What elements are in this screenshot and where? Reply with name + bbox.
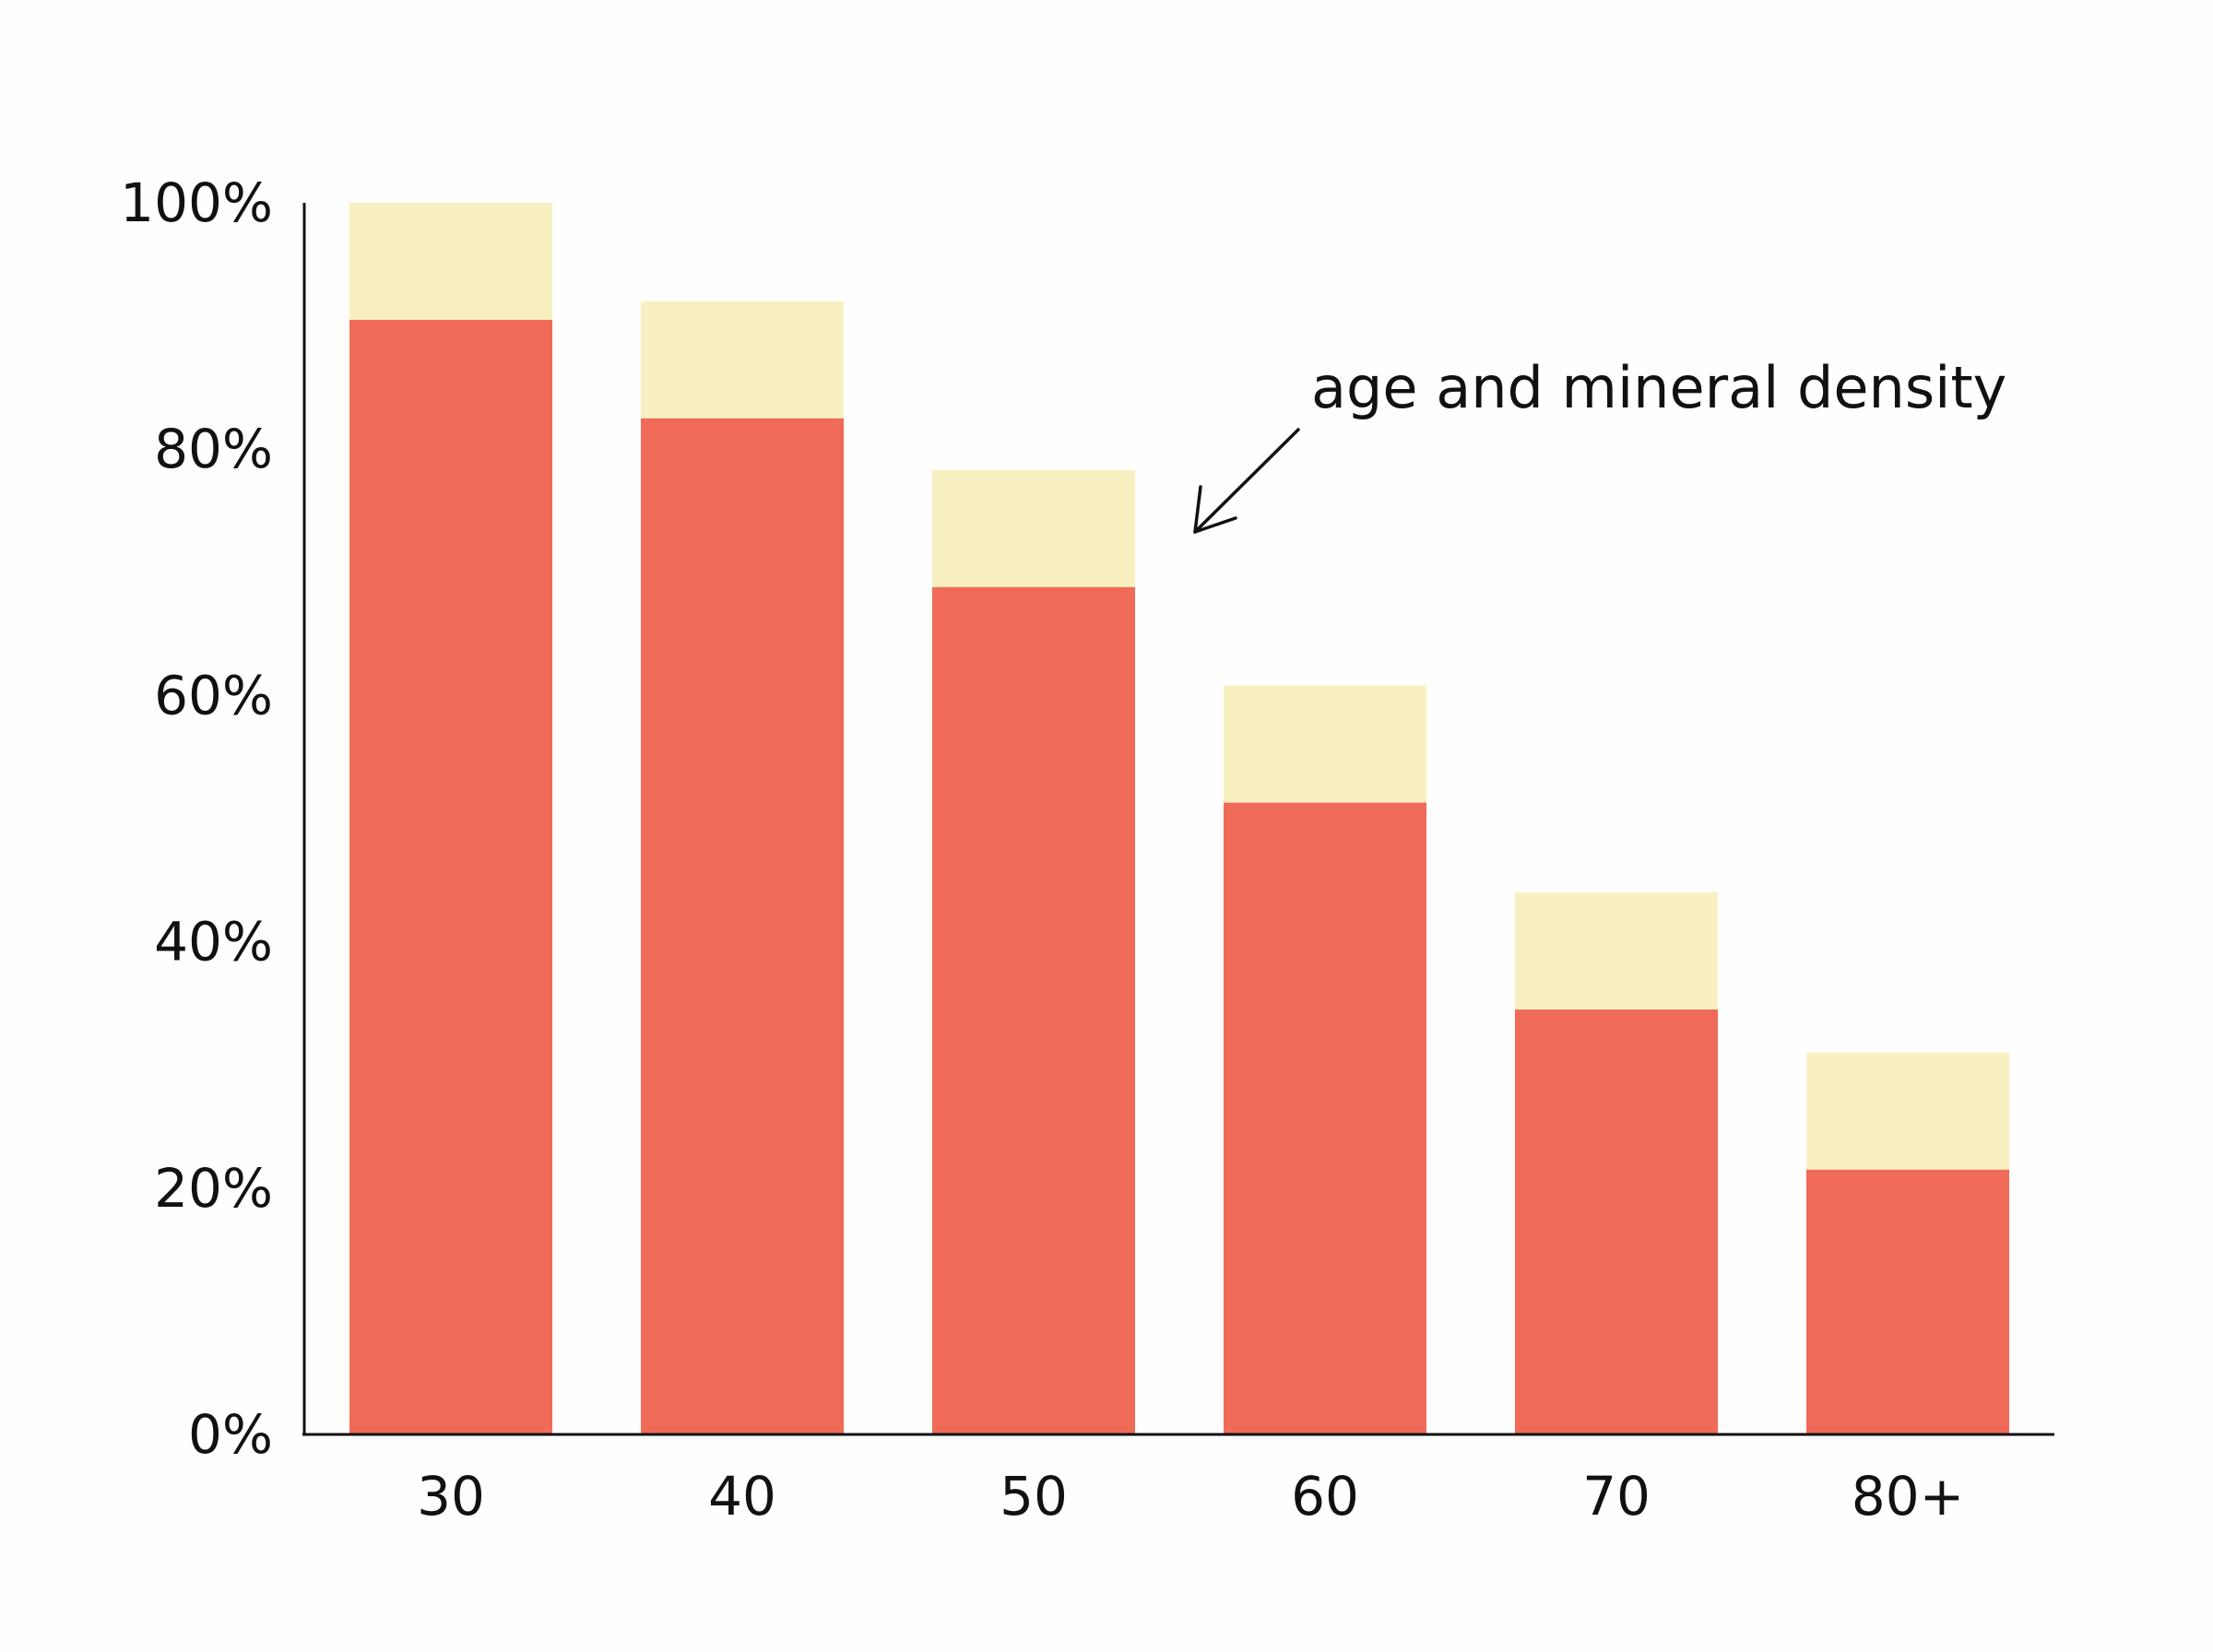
bar-lower-70 bbox=[1515, 1009, 1718, 1434]
y-tick-labels: 0% 20% 40% 60% 80% 100% bbox=[120, 171, 273, 1466]
y-tick-label: 100% bbox=[120, 171, 273, 234]
bar-upper-70 bbox=[1515, 892, 1718, 1010]
x-tick-label: 30 bbox=[417, 1465, 485, 1528]
y-tick-label: 60% bbox=[154, 664, 273, 726]
bar-upper-80+ bbox=[1806, 1052, 2009, 1170]
y-tick-label: 80% bbox=[154, 418, 273, 480]
annotation: age and mineral density bbox=[1193, 354, 2006, 534]
x-tick-labels: 30 40 50 60 70 80+ bbox=[417, 1465, 1964, 1528]
bar-lower-60 bbox=[1224, 802, 1426, 1434]
y-tick-label: 20% bbox=[154, 1157, 273, 1220]
x-tick-label: 60 bbox=[1291, 1465, 1359, 1528]
bar-lower-80+ bbox=[1806, 1169, 2009, 1434]
bar-upper-30 bbox=[349, 203, 552, 320]
bar-lower-50 bbox=[932, 586, 1135, 1434]
x-tick-label: 40 bbox=[708, 1465, 776, 1528]
bar-upper-40 bbox=[641, 301, 844, 419]
annotation-arrow-head bbox=[1193, 485, 1237, 534]
x-tick-label: 70 bbox=[1582, 1465, 1651, 1528]
y-tick-label: 40% bbox=[154, 911, 273, 974]
bar-lower-30 bbox=[349, 319, 552, 1434]
x-tick-label: 80+ bbox=[1852, 1465, 1964, 1528]
bar-lower-40 bbox=[641, 418, 844, 1434]
x-tick-label: 50 bbox=[1000, 1465, 1068, 1528]
annotation-arrow-shaft bbox=[1193, 428, 1300, 534]
annotation-label: age and mineral density bbox=[1311, 354, 2006, 421]
bar-upper-50 bbox=[932, 469, 1135, 587]
bar-upper-60 bbox=[1224, 685, 1426, 803]
y-tick-label: 0% bbox=[188, 1403, 273, 1466]
axes-layer bbox=[302, 203, 2054, 1436]
bars-layer bbox=[349, 203, 2009, 1434]
